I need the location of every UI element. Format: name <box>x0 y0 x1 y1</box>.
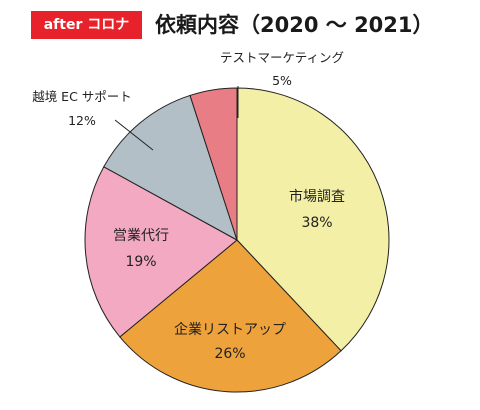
slice-percent-market-research: 38% <box>301 215 332 231</box>
slice-percent-test-marketing: 5% <box>272 73 292 88</box>
slice-label-test-marketing: テストマーケティング <box>220 50 344 65</box>
pie-slice-sales-agency <box>84 166 238 338</box>
leader-line-cross-border-ec <box>114 119 154 151</box>
pie-slice-company-listup <box>119 239 342 393</box>
chart-title: 依頼内容（2020 〜 2021） <box>155 13 434 37</box>
slice-percent-cross-border-ec: 12% <box>68 113 96 128</box>
pie-slice-market-research <box>236 87 390 352</box>
after-corona-badge: after コロナ <box>31 11 142 39</box>
slice-percent-company-listup: 26% <box>214 346 245 362</box>
slice-label-cross-border-ec: 越境 EC サポート <box>32 89 132 104</box>
pie-slice-test-marketing <box>189 87 238 241</box>
pie-slice-cross-border-ec <box>103 94 238 242</box>
slice-label-company-listup: 企業リストアップ <box>174 321 286 338</box>
slice-percent-sales-agency: 19% <box>125 254 156 270</box>
slice-label-sales-agency: 営業代行 <box>113 228 169 244</box>
slice-label-market-research: 市場調査 <box>289 188 345 205</box>
